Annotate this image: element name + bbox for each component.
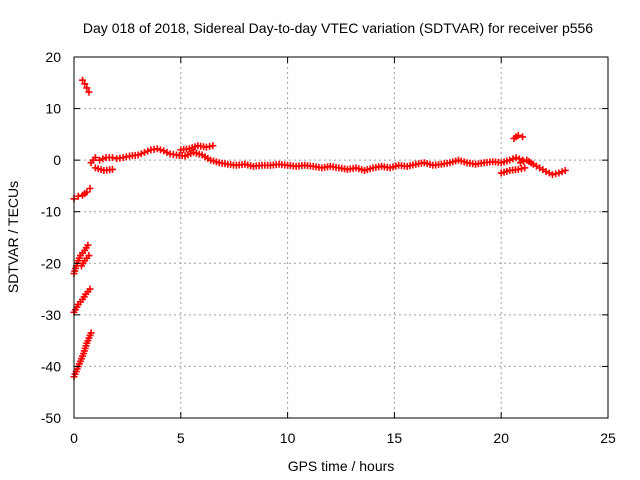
x-axis-label: GPS time / hours [288, 458, 395, 474]
data-point [512, 154, 520, 162]
data-segment [77, 252, 93, 270]
grid-lines [74, 57, 608, 418]
data-point [85, 252, 93, 260]
data-segment [497, 164, 529, 177]
x-tick-label: 15 [387, 430, 403, 446]
y-tick-label: -40 [41, 358, 61, 374]
x-tick-label: 25 [600, 430, 616, 446]
data-point [86, 285, 94, 293]
data-point [144, 147, 152, 155]
data-segment [510, 131, 527, 142]
data-segment [91, 164, 116, 174]
data-point [74, 192, 82, 200]
y-tick-label: -20 [41, 255, 61, 271]
data-point [86, 185, 94, 193]
data-point [519, 133, 527, 141]
x-tick-label: 0 [70, 430, 78, 446]
data-segment [87, 145, 527, 174]
data-point [140, 148, 148, 156]
y-tick-label: 10 [45, 101, 61, 117]
data-point [96, 156, 104, 164]
data-point [83, 84, 91, 92]
data-point [108, 154, 116, 162]
data-point [81, 80, 89, 88]
data-point [108, 165, 116, 173]
data-point [506, 156, 514, 164]
chart-title: Day 018 of 2018, Sidereal Day-to-day VTE… [83, 20, 593, 36]
data-segment [79, 76, 93, 96]
y-tick-label: -30 [41, 307, 61, 323]
y-tick-label: 0 [53, 152, 61, 168]
x-tick-label: 20 [493, 430, 509, 446]
plot-border [73, 56, 609, 419]
data-point [521, 164, 529, 172]
y-axis-label: SDTVAR / TECUs [5, 181, 21, 293]
data-segment [177, 142, 217, 154]
data-segment [516, 156, 569, 179]
data-point [91, 154, 99, 162]
data-point [516, 159, 524, 167]
y-tick-label: -50 [41, 410, 61, 426]
data-point [153, 145, 161, 153]
data-point [84, 241, 92, 249]
data-point [79, 76, 87, 84]
data-point [157, 146, 165, 154]
data-segment [70, 285, 94, 316]
x-tick-label: 5 [177, 430, 185, 446]
data-point [558, 168, 566, 176]
data-point [515, 155, 523, 163]
data-point [209, 142, 217, 150]
data-point [85, 88, 93, 96]
data-point [561, 166, 569, 174]
data-point [555, 169, 563, 177]
data-points [70, 76, 569, 381]
data-point [83, 188, 91, 196]
data-point [514, 131, 522, 139]
y-tick-label: -10 [41, 204, 61, 220]
data-point [87, 329, 95, 337]
y-tick-label: 20 [45, 49, 61, 65]
axis-ticks: 0 5 10 15 20 25 20 10 0 -10 -20 -30 -40 -50 [41, 49, 616, 446]
data-segment [70, 185, 94, 203]
x-tick-label: 10 [280, 430, 296, 446]
data-point [99, 155, 107, 163]
data-point [134, 151, 142, 159]
data-point [509, 155, 517, 163]
data-point [137, 150, 145, 158]
